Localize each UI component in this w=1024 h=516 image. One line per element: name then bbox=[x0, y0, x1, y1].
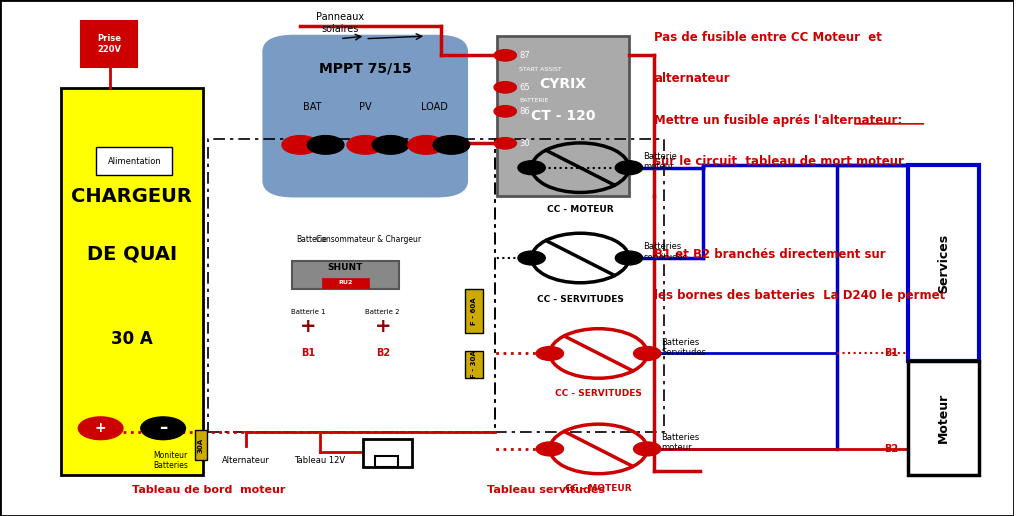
Text: +: + bbox=[300, 317, 316, 335]
Text: Prise
220V: Prise 220V bbox=[97, 34, 121, 54]
Text: CYRIX: CYRIX bbox=[540, 77, 587, 91]
Text: CC - MOTEUR: CC - MOTEUR bbox=[547, 205, 613, 214]
Circle shape bbox=[307, 136, 344, 154]
Text: Mettre un fusible aprés l'alternateur:: Mettre un fusible aprés l'alternateur: bbox=[654, 114, 902, 126]
Text: MPPT 75/15: MPPT 75/15 bbox=[318, 61, 412, 75]
Circle shape bbox=[78, 417, 123, 440]
Circle shape bbox=[373, 136, 409, 154]
Text: Batteries
Servitudes: Batteries Servitudes bbox=[662, 337, 707, 357]
Text: Batteries
moteur: Batteries moteur bbox=[662, 433, 699, 453]
Text: Services: Services bbox=[937, 234, 950, 293]
Text: SHUNT: SHUNT bbox=[328, 263, 364, 272]
Text: +: + bbox=[375, 317, 391, 335]
FancyBboxPatch shape bbox=[376, 456, 397, 467]
Text: B1: B1 bbox=[884, 348, 898, 359]
Text: Panneaux
solaires: Panneaux solaires bbox=[315, 12, 364, 34]
Text: BATTERIE: BATTERIE bbox=[519, 98, 549, 103]
Text: CT - 120: CT - 120 bbox=[530, 109, 595, 123]
Circle shape bbox=[537, 442, 563, 456]
Text: CC - MOTEUR: CC - MOTEUR bbox=[565, 484, 632, 493]
Circle shape bbox=[634, 442, 660, 456]
Text: RU2: RU2 bbox=[338, 280, 352, 285]
FancyBboxPatch shape bbox=[292, 261, 398, 289]
Text: 30A: 30A bbox=[198, 438, 204, 453]
Text: alternateur: alternateur bbox=[654, 72, 730, 85]
FancyBboxPatch shape bbox=[195, 430, 207, 460]
Text: –: – bbox=[159, 420, 167, 437]
FancyBboxPatch shape bbox=[497, 36, 629, 196]
Text: Tableau de bord  moteur: Tableau de bord moteur bbox=[132, 486, 286, 495]
Text: Batterie
moteur: Batterie moteur bbox=[643, 152, 677, 171]
Circle shape bbox=[347, 136, 383, 154]
Text: DE QUAI: DE QUAI bbox=[87, 245, 177, 264]
Circle shape bbox=[537, 347, 563, 360]
FancyBboxPatch shape bbox=[908, 361, 979, 475]
FancyBboxPatch shape bbox=[96, 147, 172, 175]
Text: Pas de fusible entre CC Moteur  et: Pas de fusible entre CC Moteur et bbox=[654, 31, 883, 44]
Text: les bornes des batteries  La D240 le permet: les bornes des batteries La D240 le perm… bbox=[654, 289, 945, 302]
Circle shape bbox=[634, 347, 660, 360]
Text: +: + bbox=[95, 421, 106, 436]
Circle shape bbox=[615, 251, 643, 265]
Circle shape bbox=[408, 136, 444, 154]
Text: Batteries
servitudes: Batteries servitudes bbox=[643, 242, 687, 262]
Text: LOAD: LOAD bbox=[421, 102, 447, 111]
FancyBboxPatch shape bbox=[364, 439, 412, 467]
Circle shape bbox=[615, 161, 643, 174]
Text: B1 et B2 branchés directement sur: B1 et B2 branchés directement sur bbox=[654, 248, 886, 261]
Text: B2: B2 bbox=[884, 444, 898, 454]
Circle shape bbox=[518, 161, 545, 174]
Text: CC - SERVITUDES: CC - SERVITUDES bbox=[555, 389, 642, 397]
Text: F - 30A: F - 30A bbox=[471, 350, 477, 378]
Text: B1: B1 bbox=[301, 348, 315, 359]
Text: 65: 65 bbox=[519, 83, 530, 92]
FancyBboxPatch shape bbox=[81, 21, 137, 67]
Circle shape bbox=[494, 50, 516, 61]
Text: Tableau servitudes: Tableau servitudes bbox=[487, 486, 605, 495]
FancyBboxPatch shape bbox=[264, 36, 467, 196]
Circle shape bbox=[518, 251, 545, 265]
Text: START ASSIST: START ASSIST bbox=[519, 67, 562, 72]
Text: Alternateur: Alternateur bbox=[221, 456, 269, 465]
FancyBboxPatch shape bbox=[60, 88, 203, 475]
Circle shape bbox=[494, 138, 516, 149]
Circle shape bbox=[282, 136, 318, 154]
Text: sur le circuit  tableau de mort moteur: sur le circuit tableau de mort moteur bbox=[654, 155, 904, 168]
Text: Batterie 2: Batterie 2 bbox=[366, 309, 400, 315]
FancyBboxPatch shape bbox=[465, 351, 483, 378]
Text: CHARGEUR: CHARGEUR bbox=[72, 187, 193, 205]
Circle shape bbox=[494, 106, 516, 117]
Text: 87: 87 bbox=[519, 51, 530, 60]
Text: Batterie: Batterie bbox=[296, 235, 327, 244]
FancyBboxPatch shape bbox=[465, 289, 483, 333]
Text: Moniteur
Batteries: Moniteur Batteries bbox=[153, 450, 187, 470]
Circle shape bbox=[433, 136, 470, 154]
Text: BAT: BAT bbox=[303, 102, 322, 111]
Text: Batterie 1: Batterie 1 bbox=[291, 309, 326, 315]
Text: F - 60A: F - 60A bbox=[471, 297, 477, 325]
Text: CC - SERVITUDES: CC - SERVITUDES bbox=[537, 295, 624, 304]
Text: Tableau 12V: Tableau 12V bbox=[294, 456, 345, 465]
Text: 30 A: 30 A bbox=[111, 330, 153, 348]
Text: Consommateur & Chargeur: Consommateur & Chargeur bbox=[316, 235, 422, 244]
Text: PV: PV bbox=[358, 102, 372, 111]
Circle shape bbox=[494, 82, 516, 93]
Text: Alimentation: Alimentation bbox=[108, 157, 162, 166]
Text: B2: B2 bbox=[376, 348, 390, 359]
FancyBboxPatch shape bbox=[908, 165, 979, 361]
Text: Moteur: Moteur bbox=[937, 393, 950, 443]
Text: 30: 30 bbox=[519, 139, 530, 148]
FancyBboxPatch shape bbox=[322, 278, 369, 288]
Circle shape bbox=[141, 417, 185, 440]
Text: 86: 86 bbox=[519, 107, 530, 116]
